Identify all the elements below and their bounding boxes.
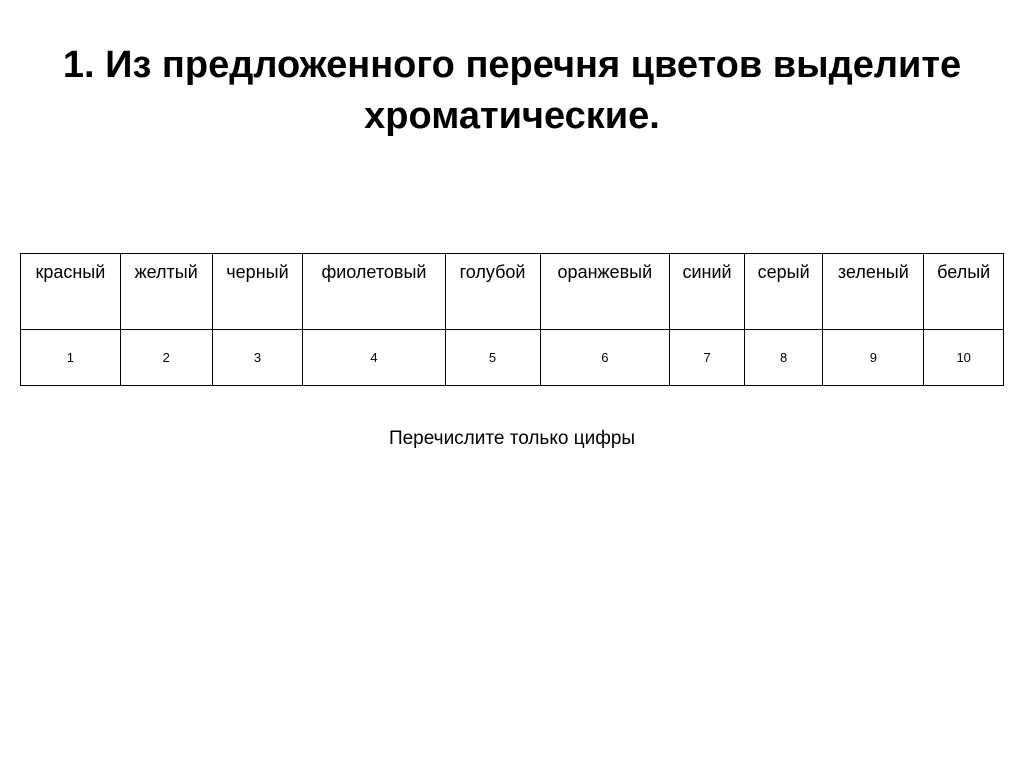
table-number-cell: 9 [823, 329, 924, 385]
table-number-cell: 10 [924, 329, 1004, 385]
table-header-cell: синий [670, 253, 745, 329]
table-header-row: красный желтый черный фиолетовый голубой… [21, 253, 1004, 329]
table-header-cell: фиолетовый [303, 253, 445, 329]
table-number-cell: 8 [744, 329, 822, 385]
table-number-row: 1 2 3 4 5 6 7 8 9 10 [21, 329, 1004, 385]
table-header-cell: оранжевый [540, 253, 670, 329]
table-number-cell: 5 [445, 329, 540, 385]
slide-container: 1. Из предложенного перечня цветов выдел… [0, 0, 1024, 767]
table-header-cell: голубой [445, 253, 540, 329]
colors-table: красный желтый черный фиолетовый голубой… [20, 253, 1004, 386]
table-header-cell: желтый [120, 253, 212, 329]
table-caption: Перечислите только цифры [20, 428, 1004, 450]
table-number-cell: 4 [303, 329, 445, 385]
table-number-cell: 6 [540, 329, 670, 385]
slide-title: 1. Из предложенного перечня цветов выдел… [20, 40, 1004, 143]
table-header-cell: черный [212, 253, 303, 329]
table-header-cell: зеленый [823, 253, 924, 329]
table-number-cell: 1 [21, 329, 121, 385]
table-header-cell: красный [21, 253, 121, 329]
table-number-cell: 7 [670, 329, 745, 385]
table-number-cell: 3 [212, 329, 303, 385]
table-number-cell: 2 [120, 329, 212, 385]
table-header-cell: белый [924, 253, 1004, 329]
table-header-cell: серый [744, 253, 822, 329]
